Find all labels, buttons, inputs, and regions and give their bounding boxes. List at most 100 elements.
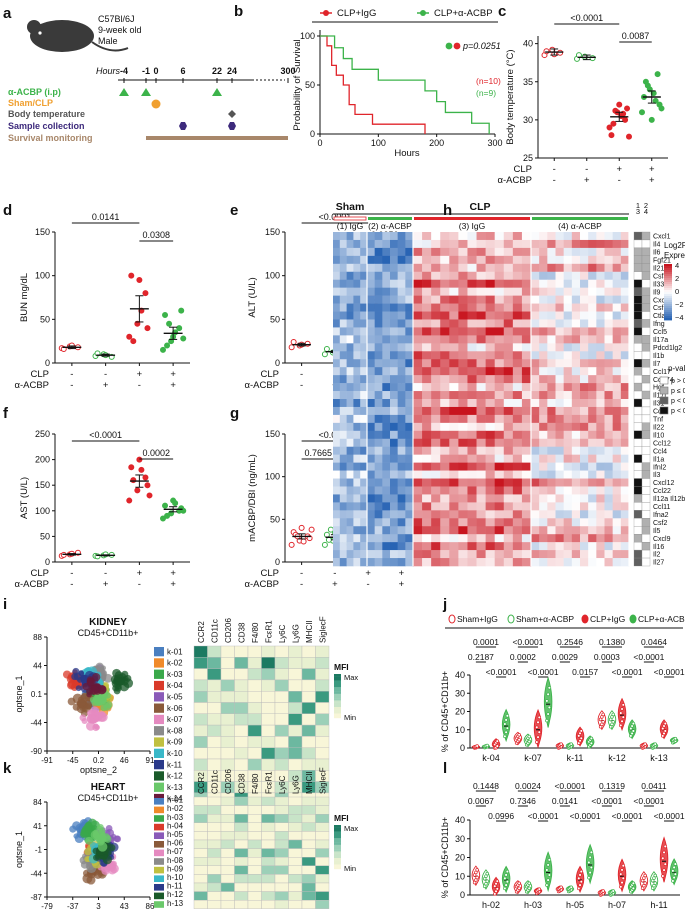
violin-point [546, 878, 550, 882]
circle-icon [151, 99, 161, 109]
heat-cell [588, 295, 597, 304]
mfi-cell [274, 814, 289, 824]
heat-cell [431, 263, 441, 273]
heat-cell [476, 486, 486, 495]
y-tick-label: 50 [270, 514, 280, 524]
heat-cell [503, 303, 514, 312]
mfi-cell [207, 758, 222, 771]
mfi-cell [220, 857, 235, 867]
mfi-cell [274, 874, 289, 884]
mfi-cell [234, 796, 249, 806]
data-point [142, 474, 149, 481]
cluster-swatch [154, 892, 164, 900]
heat-cell [390, 422, 398, 432]
heat-cell [440, 351, 450, 360]
heat-cell [367, 399, 375, 408]
heat-cell [382, 263, 391, 273]
heat-cell [494, 263, 505, 273]
heat-cell [346, 510, 354, 519]
heat-cell [555, 327, 564, 336]
violin-point [495, 744, 500, 748]
heat-cell [531, 351, 540, 360]
sig-pvalue: 0.0087 [622, 31, 650, 41]
heat-cell [339, 406, 347, 416]
heat-cell [547, 558, 556, 567]
heat-cell [539, 279, 548, 288]
mfi-gradient [334, 711, 341, 714]
heat-cell [440, 399, 450, 408]
heat-cell [547, 367, 556, 376]
mfi-cell [207, 857, 222, 867]
heat-cell [539, 391, 548, 400]
abcp-sign: + [649, 175, 655, 186]
mfi-cell [274, 831, 289, 841]
mfi-cell [288, 805, 303, 815]
mfi-cell [220, 691, 235, 703]
sig-pvalue: <0.0001 [528, 811, 559, 821]
heat-cell [405, 494, 414, 503]
heat-cell [503, 335, 514, 344]
heat-cell [539, 375, 548, 384]
heat-cell [397, 295, 406, 304]
mfi-min: Min [344, 864, 356, 873]
heat-cell [374, 247, 383, 257]
heat-cell [374, 430, 383, 440]
y-tick-label: 250 [35, 429, 50, 439]
mfi-cell [220, 702, 235, 715]
mfi-cell [261, 691, 276, 703]
mfi-cell [193, 702, 208, 715]
heat-cell [360, 375, 368, 384]
mfi-cell [261, 796, 276, 806]
x-tick-label: 100 [371, 138, 386, 148]
heat-cell [360, 255, 368, 265]
mfi-gradient [334, 685, 341, 688]
heat-cell [503, 239, 514, 249]
heat-cell [405, 263, 414, 273]
heat-cell [547, 486, 556, 495]
heat-cell [390, 454, 398, 463]
heat-cell [563, 287, 573, 296]
heat-cell [467, 343, 477, 352]
pvalue-cell [633, 327, 643, 336]
pvalue-legend-swatch [659, 396, 669, 405]
heat-cell [422, 430, 432, 440]
heat-cell [339, 414, 347, 424]
mfi-cell [274, 865, 289, 875]
heat-cell [458, 542, 468, 551]
heat-cell [571, 502, 581, 511]
mfi-cell [301, 865, 316, 875]
mfi-cell [261, 882, 276, 892]
cluster-swatch [154, 832, 164, 839]
pvalue-cell [641, 247, 651, 257]
heat-cell [431, 454, 441, 463]
violin-point [579, 869, 584, 874]
heat-cell [374, 406, 383, 416]
pvalue-cell [641, 382, 651, 392]
heat-cell [588, 335, 597, 344]
heat-cell [485, 526, 495, 535]
clp-sign: + [170, 369, 176, 380]
heat-cell [531, 319, 540, 328]
heat-cell [547, 375, 556, 384]
pvalue-cell [641, 486, 651, 495]
violin-point [545, 883, 549, 887]
sig-pvalue: 0.0141 [92, 212, 120, 222]
heat-cell [494, 295, 505, 304]
pvalue-cell [641, 271, 651, 280]
heat-cell [476, 510, 486, 519]
data-point [589, 55, 596, 62]
heat-cell [333, 526, 341, 535]
heat-cell [353, 438, 361, 448]
heat-cell [485, 414, 495, 424]
heat-cell [440, 255, 450, 265]
mouse-eye-icon [38, 31, 42, 35]
mfi-gradient [334, 825, 341, 828]
heat-cell [353, 399, 361, 408]
heat-cell [360, 263, 368, 273]
heat-cell [333, 327, 341, 336]
sig-pvalue: 0.0411 [641, 781, 667, 791]
heat-cell [563, 375, 573, 384]
pvalue-cell [633, 470, 643, 479]
pvalue-cell [633, 430, 643, 439]
heat-cell [531, 502, 540, 511]
